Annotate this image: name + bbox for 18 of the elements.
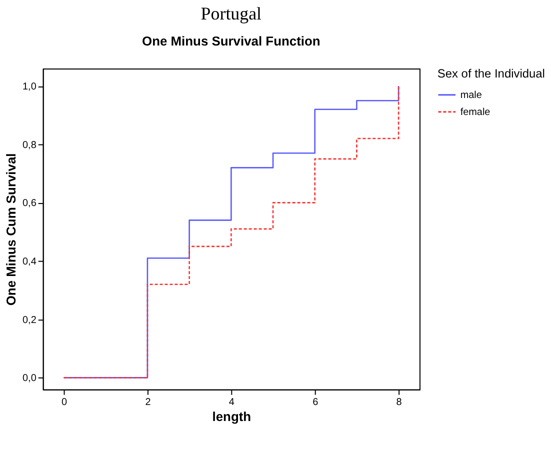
y-tick-label: 0,2 (22, 314, 37, 326)
legend-label: female (460, 106, 491, 118)
chart-title: Portugal (200, 4, 262, 24)
x-tick-label: 2 (145, 396, 152, 408)
y-tick-label: 0,4 (22, 256, 37, 268)
y-tick-label: 0,6 (22, 198, 37, 210)
x-tick-label: 0 (61, 396, 68, 408)
chart-subtitle: One Minus Survival Function (142, 34, 320, 49)
x-tick-label: 8 (396, 396, 402, 408)
legend-label: male (460, 90, 482, 101)
x-tick-label: 4 (228, 396, 235, 408)
y-tick-label: 0,0 (22, 373, 37, 384)
y-tick-label: 0,8 (22, 140, 37, 151)
y-axis-title: One Minus Cum Survival (4, 153, 19, 306)
y-tick-label: 1,0 (22, 82, 37, 93)
x-axis-title: length (212, 408, 252, 424)
legend-title: Sex of the Individual (437, 66, 545, 80)
x-tick-label: 6 (312, 396, 319, 408)
